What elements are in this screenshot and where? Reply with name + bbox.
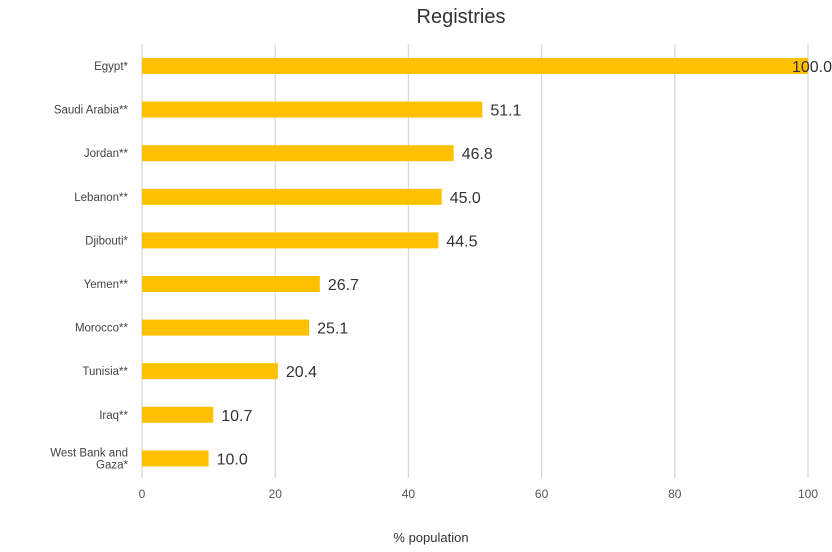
data-label: 25.1 [317, 321, 348, 338]
data-label: 10.0 [217, 451, 248, 468]
data-label: 10.7 [221, 408, 252, 425]
data-label: 46.8 [462, 146, 493, 163]
x-tick-label: 100 [798, 487, 818, 501]
category-label: Tunisia** [82, 366, 128, 378]
data-label: 45.0 [450, 190, 481, 207]
bar [142, 101, 483, 118]
bar [142, 276, 320, 292]
data-label: 26.7 [328, 277, 359, 294]
category-label: Djibouti* [85, 235, 128, 247]
bars [142, 58, 808, 467]
bar [142, 450, 209, 467]
data-label: 44.5 [446, 233, 477, 250]
category-label: West Bank and Gaza* [50, 447, 128, 471]
chart-title: Registries [417, 6, 506, 28]
value-labels: 100.0 51.1 46.8 45.0 44.5 26.7 25.1 20.4 10.7 10.… [217, 59, 832, 468]
x-tick-label: 40 [402, 487, 416, 501]
bar [142, 58, 808, 74]
x-tick-label: 80 [668, 487, 682, 501]
bar [142, 319, 310, 336]
category-label: Saudi Arabia** [54, 105, 129, 117]
category-label: Lebanon** [74, 192, 128, 204]
category-labels: Egypt* Saudi Arabia** Jordan** Lebanon** Dji… [50, 61, 128, 471]
x-tick-label: 0 [139, 487, 146, 501]
data-label: 20.4 [286, 364, 317, 381]
bar [142, 363, 278, 380]
bar [142, 232, 439, 249]
x-tick-labels: 0 20 40 60 80 100 [139, 487, 819, 501]
category-label: Iraq** [99, 410, 128, 422]
category-label: Jordan** [84, 148, 129, 160]
x-axis-title: % population [393, 530, 468, 545]
bar [142, 188, 442, 205]
data-label: 100.0 [792, 59, 832, 76]
bar [142, 145, 454, 162]
category-label: Yemen** [84, 279, 129, 291]
category-label: Morocco** [75, 323, 129, 335]
bar [142, 406, 214, 423]
data-label: 51.1 [490, 103, 521, 120]
category-label: Egypt* [94, 61, 128, 73]
x-tick-label: 20 [269, 487, 283, 501]
x-tick-label: 60 [535, 487, 549, 501]
